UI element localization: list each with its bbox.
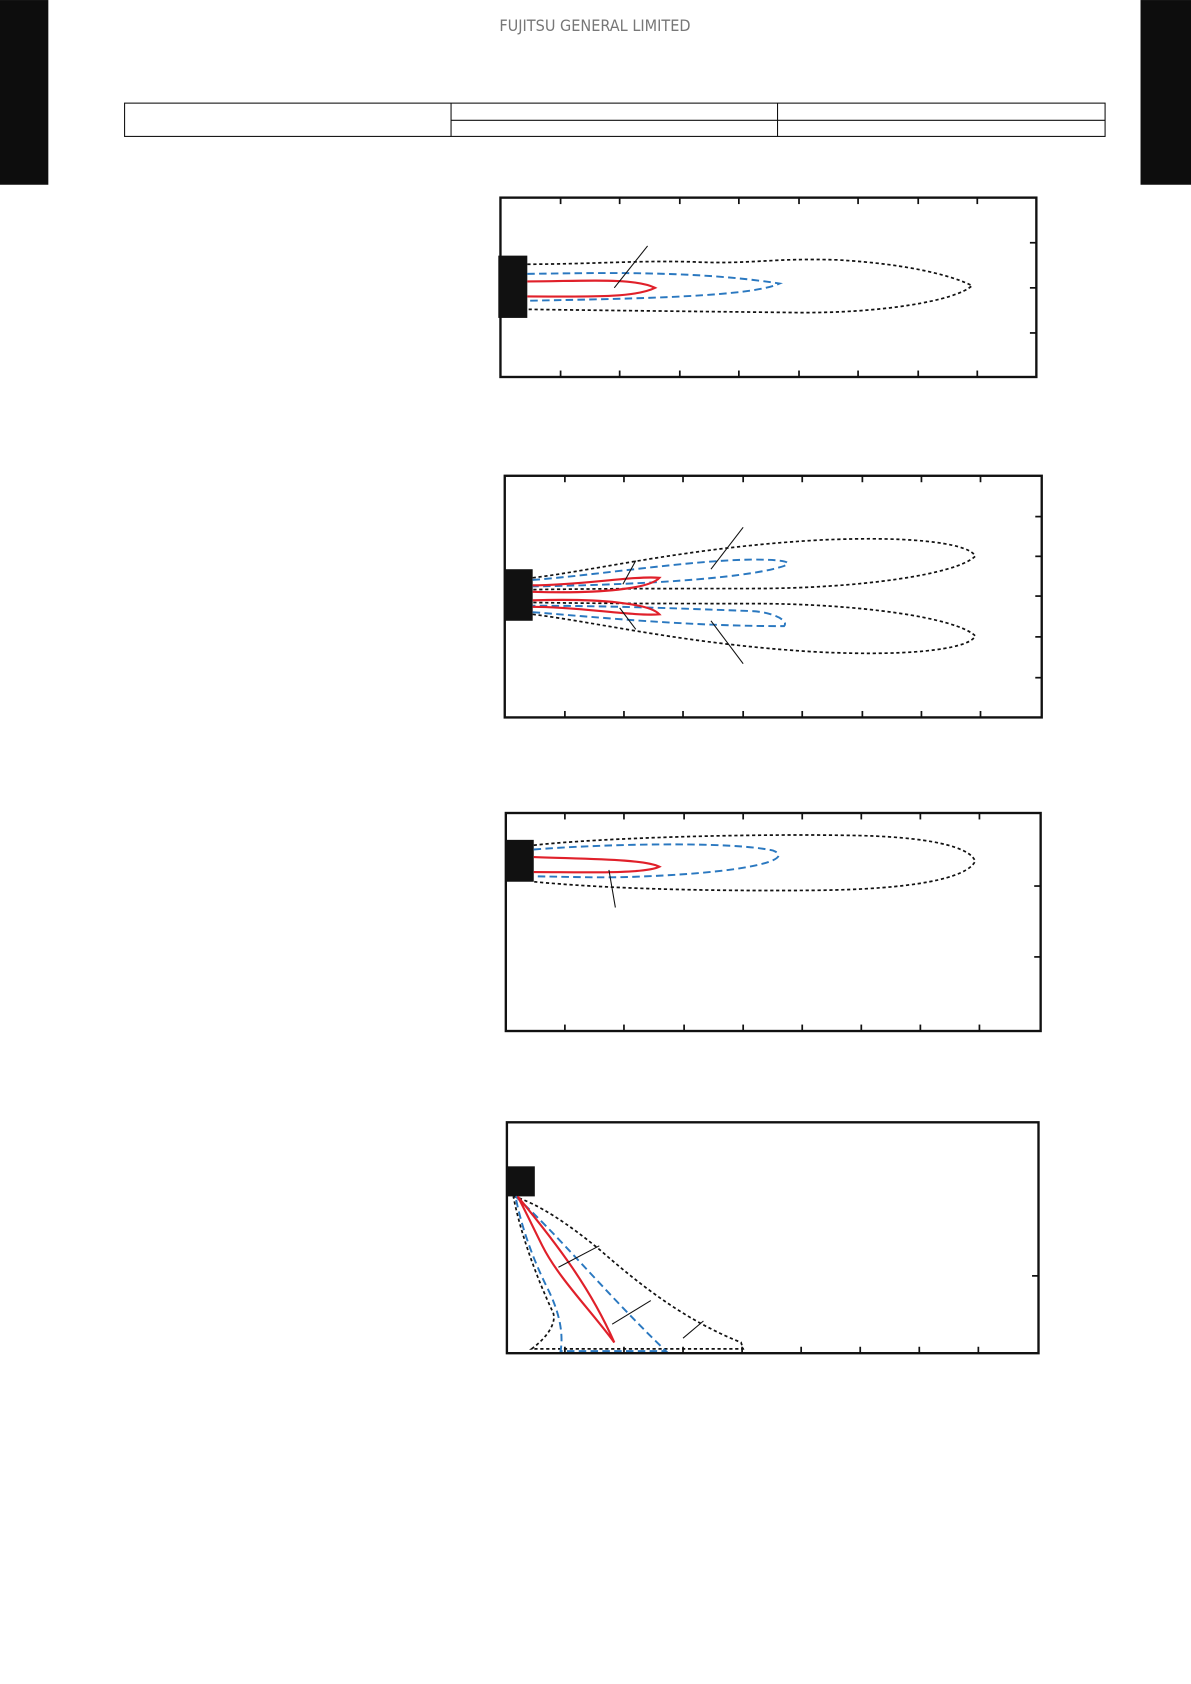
contour-blue [532,558,789,588]
contour-black [532,601,977,655]
airflow-diagram [503,474,1043,719]
airflow-diagram [504,811,1042,1033]
frame [505,1121,1040,1355]
frame [504,811,1042,1033]
frame [503,474,1043,719]
leader [710,527,744,570]
side-tab [1140,0,1191,185]
contour-black [512,1195,745,1350]
unit [504,569,533,621]
leader [608,869,616,908]
leader [611,1300,652,1325]
contour-blue [514,1195,669,1353]
contour-black [527,258,974,314]
leader [558,1245,600,1268]
airflow-diagram [498,196,1038,379]
contour-red [532,576,662,594]
contour-black [532,537,977,591]
side-tab [0,0,49,185]
contour-blue [532,604,786,628]
leader [622,560,637,585]
leader [613,245,649,289]
contour-red [516,1195,616,1344]
unit [506,1166,535,1197]
contour-red [527,279,658,298]
contour-black [533,834,977,892]
unit [505,839,534,882]
unit [498,255,528,318]
contour-blue [527,272,783,302]
leader [682,1320,704,1339]
contour-red [532,598,662,616]
header-title: FUJITSU GENERAL LIMITED [499,16,690,35]
airflow-diagram [505,1121,1040,1355]
contour-blue [533,843,780,879]
leader [619,607,637,630]
contour-red [533,855,662,874]
leader [710,620,744,665]
table [124,102,1106,137]
